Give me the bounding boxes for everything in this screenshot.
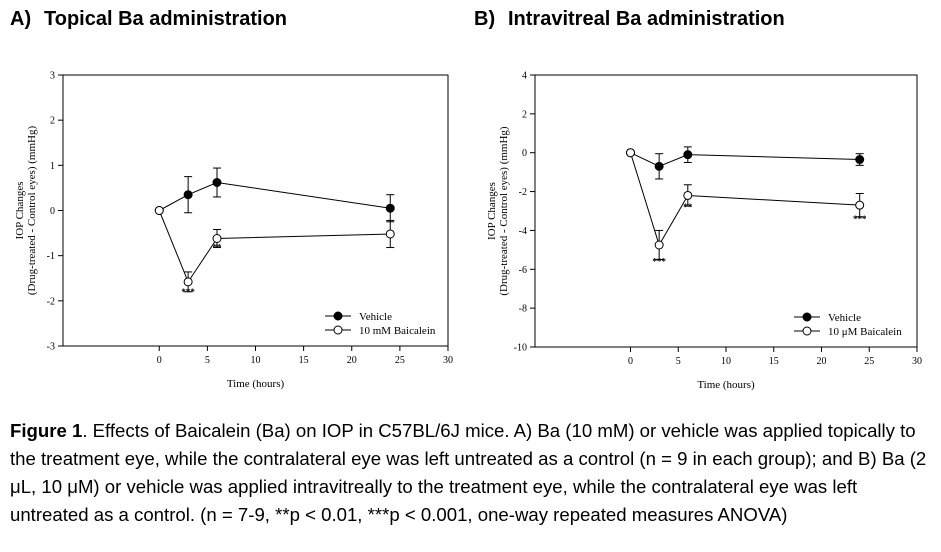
panel-a-x-tick-label: 25 bbox=[395, 355, 405, 366]
panel-b-x-tick-label: 5 bbox=[676, 356, 681, 367]
panel-b-y-tick-label: 0 bbox=[522, 148, 527, 159]
panel-b-y-tick-label: 2 bbox=[522, 109, 527, 120]
panel-b-x-tick-label: 15 bbox=[769, 356, 779, 367]
figure-caption-text: . Effects of Baicalein (Ba) on IOP in C5… bbox=[10, 419, 927, 525]
panel-b-x-tick-label: 20 bbox=[817, 356, 827, 367]
panel-b-legend-baicalein-marker bbox=[802, 326, 812, 336]
panel-b-legend-vehicle-marker bbox=[802, 312, 812, 322]
panel-b-x-axis-label: Time (hours) bbox=[697, 379, 755, 391]
panel-b-series-baicalein-point bbox=[654, 240, 664, 250]
panel-a-letter: A) bbox=[10, 8, 32, 30]
panel-a-title-text: Topical Ba administration bbox=[44, 8, 287, 30]
panel-b-y-tick-label: -10 bbox=[514, 343, 527, 354]
panel-a-y-tick-label: -1 bbox=[47, 251, 55, 262]
panel-b-series-baicalein-point bbox=[626, 148, 635, 158]
panel-a-x-tick-label: 5 bbox=[205, 355, 210, 366]
panel-b-x-tick-label: 0 bbox=[628, 356, 633, 367]
panel-a-series-baicalein-point bbox=[183, 277, 193, 287]
panel-b-letter: B) bbox=[474, 8, 496, 30]
panel-b-series-vehicle-line bbox=[630, 152, 860, 167]
panel-a-legend-vehicle-marker bbox=[333, 311, 343, 321]
panel-a-series-baicalein-point bbox=[212, 234, 222, 244]
panel-a-y-tick-label: -3 bbox=[47, 342, 55, 353]
panel-a-series-vehicle-line bbox=[159, 181, 391, 211]
panel-b-y-tick-label: 4 bbox=[522, 71, 527, 82]
panel-a-significance-marker: *** bbox=[181, 287, 195, 297]
panel-a-series-vehicle-point bbox=[212, 177, 222, 187]
panel-b-series-baicalein-line bbox=[630, 152, 860, 247]
panel-a-legend-baicalein-marker bbox=[333, 325, 343, 335]
panel-b-y-axis-label: IOP Changes bbox=[486, 182, 498, 240]
panel-a-x-tick-label: 20 bbox=[347, 355, 357, 366]
panel-b-legend-baicalein-label: 10 μM Baicalein bbox=[828, 326, 902, 338]
panel-b-y-axis-label-units: (Drug-treated - Control eyes) (mmHg) bbox=[498, 126, 510, 296]
panel-a-x-tick-label: 15 bbox=[299, 355, 309, 366]
panel-a-series-vehicle-point bbox=[385, 203, 395, 213]
panel-b-y-tick-label: -2 bbox=[519, 187, 527, 198]
panel-a-y-tick-label: 3 bbox=[50, 71, 55, 82]
panel-b-y-tick-label: -4 bbox=[519, 226, 527, 237]
figure-caption: Figure 1. Effects of Baicalein (Ba) on I… bbox=[10, 417, 935, 529]
panel-b-x-tick-label: 25 bbox=[864, 356, 874, 367]
panel-b-title-text: Intravitreal Ba administration bbox=[508, 8, 785, 30]
panel-b-significance-marker: *** bbox=[652, 257, 666, 267]
panel-b-series-baicalein-point bbox=[683, 190, 693, 200]
panel-b-x-tick-label: 10 bbox=[721, 356, 731, 367]
panel-b-significance-marker: *** bbox=[853, 214, 867, 224]
panel-b-y-tick-label: -6 bbox=[519, 265, 527, 276]
panel-a-title: A) Topical Ba administration bbox=[10, 8, 287, 31]
panel-a-y-axis-label-units: (Drug-treated - Control eyes) (mmHg) bbox=[26, 126, 38, 296]
panel-a-y-tick-label: 2 bbox=[50, 116, 55, 127]
panel-b-series-baicalein-point bbox=[855, 200, 865, 210]
panel-a-series-vehicle-point bbox=[183, 190, 193, 200]
panel-a-series-baicalein-line bbox=[158, 210, 391, 283]
panel-a-x-tick-label: 0 bbox=[157, 355, 162, 366]
panel-a-y-tick-label: 1 bbox=[50, 161, 55, 172]
panel-b-series-vehicle-point bbox=[683, 150, 693, 160]
panel-b-x-tick-label: 30 bbox=[912, 356, 922, 367]
panel-a-y-tick-label: 0 bbox=[50, 206, 55, 217]
panel-b-series-vehicle-point bbox=[654, 161, 664, 171]
panel-a-series-baicalein-point bbox=[385, 229, 395, 239]
panel-b-significance-marker: ** bbox=[683, 202, 693, 212]
panel-a-x-axis-label: Time (hours) bbox=[227, 378, 285, 390]
panel-a-legend-baicalein-label: 10 mM Baicalein bbox=[359, 325, 436, 337]
panel-a-significance-marker: ** bbox=[213, 243, 223, 253]
panel-a-y-axis-label: IOP Changes bbox=[14, 182, 26, 240]
panel-a-x-tick-label: 10 bbox=[251, 355, 261, 366]
panel-b-legend-vehicle-label: Vehicle bbox=[828, 312, 861, 324]
panel-b-title: B) Intravitreal Ba administration bbox=[474, 8, 785, 31]
panel-a-x-tick-label: 30 bbox=[443, 355, 453, 366]
panel-a-series-baicalein-point bbox=[154, 206, 164, 215]
panel-a-y-tick-label: -2 bbox=[47, 296, 55, 307]
figure-caption-label: Figure 1 bbox=[10, 419, 83, 441]
panel-b-y-tick-label: -8 bbox=[519, 304, 527, 315]
panel-b-series-vehicle-point bbox=[855, 155, 865, 165]
panel-a-legend-vehicle-label: Vehicle bbox=[359, 311, 392, 323]
